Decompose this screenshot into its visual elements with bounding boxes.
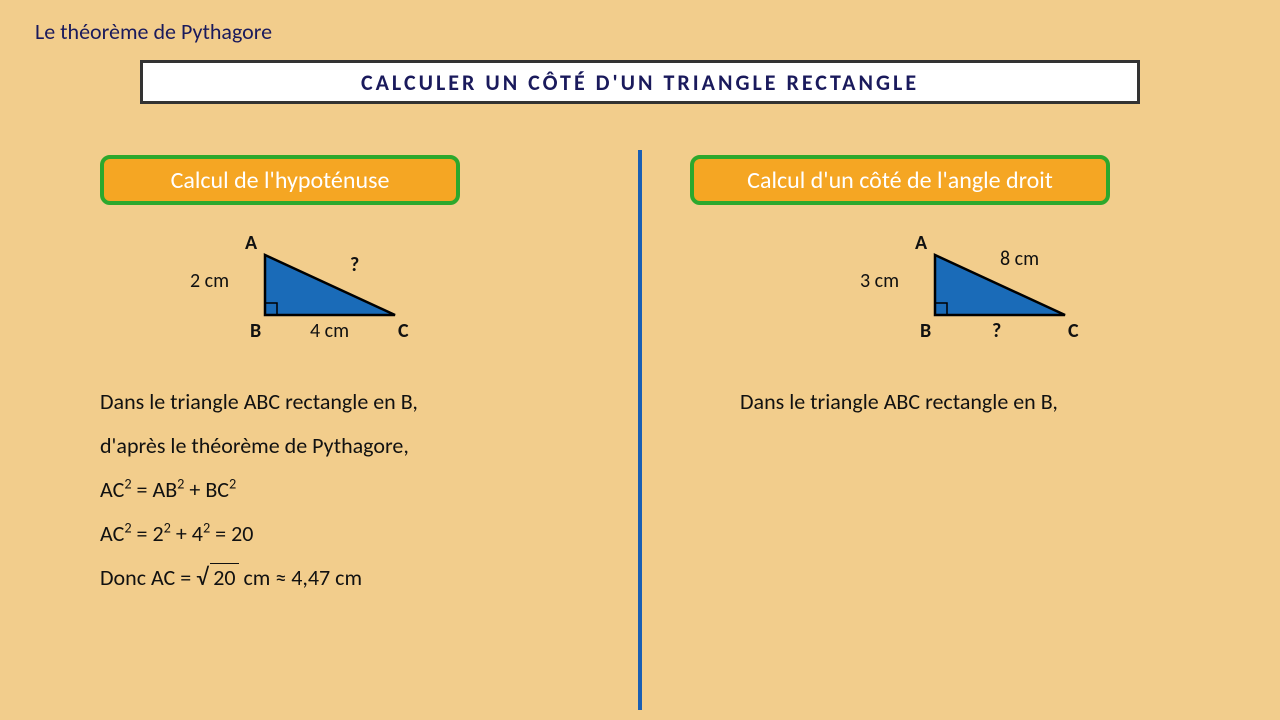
- proof-left-line4: AC2 = 22 + 42 = 20: [100, 512, 560, 556]
- side-ac-right: 8 cm: [1000, 247, 1039, 271]
- vertical-divider: [638, 150, 642, 710]
- eq2-ac: AC: [100, 520, 124, 547]
- proof-left-line1: Dans le triangle ABC rectangle en B,: [100, 380, 560, 424]
- vertex-c-left: C: [398, 319, 409, 343]
- triangle-right-svg: [875, 245, 1075, 335]
- proof-left-line3: AC2 = AB2 + BC2: [100, 468, 560, 512]
- res-sqrt: 20: [210, 563, 238, 591]
- proof-right-line1: Dans le triangle ABC rectangle en B,: [740, 380, 1200, 424]
- vertex-c-right: C: [1068, 319, 1079, 343]
- side-ac-left: ?: [350, 253, 359, 277]
- side-ab-right: 3 cm: [860, 269, 899, 293]
- badge-hypotenuse: Calcul de l'hypoténuse: [100, 155, 460, 205]
- vertex-b-right: B: [920, 319, 931, 343]
- eq2-res: = 20: [210, 520, 253, 547]
- eq2-2: = 2: [132, 520, 164, 547]
- eq2-4: + 4: [171, 520, 203, 547]
- header-text: CALCULER UN CÔTÉ D'UN TRIANGLE RECTANGLE: [361, 69, 919, 96]
- badge-side: Calcul d'un côté de l'angle droit: [690, 155, 1110, 205]
- vertex-a-left: A: [245, 231, 257, 255]
- triangle-right: A B C 3 cm ? 8 cm: [820, 225, 1100, 355]
- proof-left-line2: d'après le théorème de Pythagore,: [100, 424, 560, 468]
- side-bc-left: 4 cm: [310, 319, 349, 343]
- proof-right: Dans le triangle ABC rectangle en B,: [740, 380, 1200, 424]
- triangle-left: A B C 2 cm 4 cm ?: [150, 225, 430, 355]
- triangle-left-svg: [205, 245, 405, 335]
- proof-left: Dans le triangle ABC rectangle en B, d'a…: [100, 380, 560, 600]
- eq-ab: = AB: [132, 476, 178, 503]
- vertex-b-left: B: [250, 319, 261, 343]
- page-title: Le théorème de Pythagore: [35, 18, 272, 45]
- res-pre: Donc AC =: [100, 564, 196, 591]
- header-box: CALCULER UN CÔTÉ D'UN TRIANGLE RECTANGLE: [140, 60, 1140, 104]
- side-ab-left: 2 cm: [190, 269, 229, 293]
- eq-bc: + BC: [184, 476, 229, 503]
- vertex-a-right: A: [915, 231, 927, 255]
- side-bc-right: ?: [992, 319, 1001, 343]
- proof-left-line5: Donc AC = 20 cm ≈ 4,47 cm: [100, 556, 560, 600]
- eq-ac: AC: [100, 476, 124, 503]
- res-unit: cm ≈ 4,47 cm: [239, 564, 363, 591]
